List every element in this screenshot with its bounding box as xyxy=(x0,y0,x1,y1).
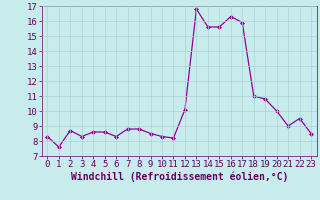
X-axis label: Windchill (Refroidissement éolien,°C): Windchill (Refroidissement éolien,°C) xyxy=(70,172,288,182)
